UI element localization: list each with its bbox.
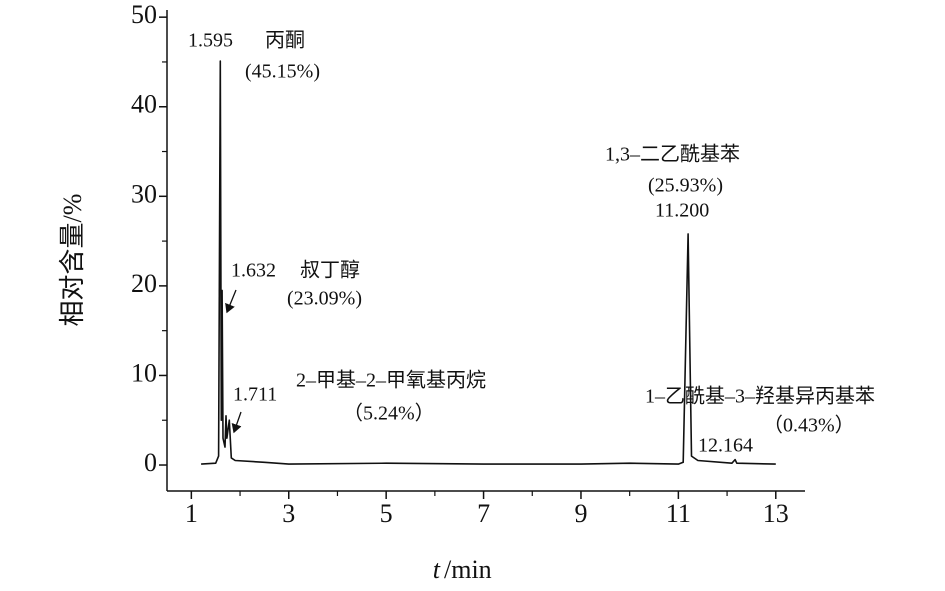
y-tick-label: 0 — [144, 448, 157, 477]
x-tick-label: 11 — [666, 499, 691, 528]
x-tick-label: 13 — [763, 499, 789, 528]
y-tick-label: 40 — [131, 90, 157, 119]
annotation-time: 1.711 — [233, 384, 277, 406]
x-tick-label: 3 — [282, 499, 295, 528]
annotation-name: 1,3–二乙酰基苯 — [605, 143, 740, 166]
x-tick-label: 7 — [477, 499, 490, 528]
y-tick-label: 30 — [131, 179, 157, 208]
annotation-name: 2–甲基–2–甲氧基丙烷 — [296, 369, 486, 392]
annotation-time: 11.200 — [655, 200, 709, 222]
annotation-percent: (25.93%) — [648, 175, 723, 197]
y-tick-label: 10 — [131, 358, 157, 387]
x-axis-label-var: t — [433, 555, 441, 584]
annotation-time: 12.164 — [698, 435, 753, 457]
annotation-percent: (23.09%) — [287, 288, 362, 310]
y-tick-label: 20 — [131, 269, 157, 298]
annotation-name: 1–乙酰基–3–羟基异丙基苯 — [645, 385, 875, 408]
annotation-percent: (45.15%) — [245, 61, 320, 83]
x-tick-label: 9 — [574, 499, 587, 528]
annotation-arrow — [231, 411, 242, 434]
x-tick-label: 1 — [185, 499, 198, 528]
annotation-time: 1.595 — [188, 30, 233, 52]
annotation-name: 丙酮 — [265, 30, 305, 52]
annotation-arrow — [225, 289, 237, 314]
y-tick-label: 50 — [131, 0, 157, 29]
y-axis-label: 相对含量/% — [58, 194, 87, 327]
x-axis-label-unit: /min — [444, 555, 492, 584]
annotation-percent: （5.24%） — [343, 402, 435, 425]
x-tick-label: 5 — [380, 499, 393, 528]
chromatogram-line — [201, 60, 776, 465]
annotation-name: 叔丁醇 — [300, 259, 360, 282]
annotation-time: 1.632 — [231, 260, 276, 282]
annotation-percent: （0.43%） — [763, 414, 855, 437]
